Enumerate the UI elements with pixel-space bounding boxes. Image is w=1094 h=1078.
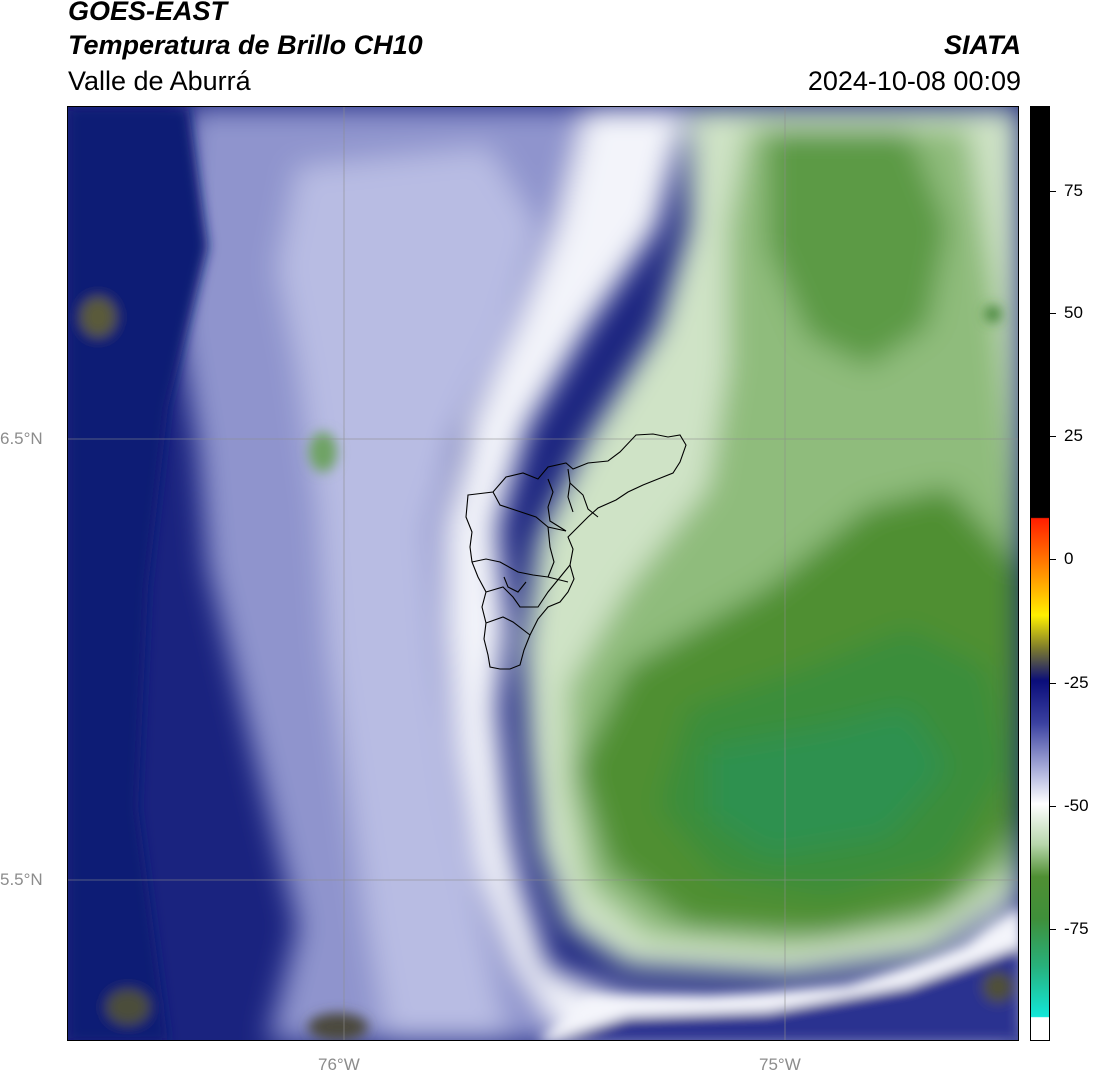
colorbar-tick	[1050, 191, 1056, 192]
map-panel[interactable]	[67, 106, 1019, 1041]
colorbar-tick	[1050, 559, 1056, 560]
lon-label-75w: 75°W	[759, 1055, 801, 1074]
title-region: Valle de Aburrá	[68, 66, 251, 96]
graticule	[68, 107, 1018, 1040]
lon-label-76w: 76°W	[318, 1055, 360, 1074]
colorbar-label-neg50: -50	[1064, 796, 1089, 815]
colorbar-tick	[1050, 806, 1056, 807]
colorbar-tick	[1050, 313, 1056, 314]
colorbar-tick	[1050, 929, 1056, 930]
colorbar-label-50: 50	[1064, 303, 1083, 322]
brightness-temperature-map	[68, 107, 1018, 1040]
colorbar-label-neg75: -75	[1064, 919, 1089, 938]
colorbar	[1030, 106, 1050, 1041]
colorbar-label-25: 25	[1064, 426, 1083, 445]
title-product: Temperatura de Brillo CH10	[68, 30, 423, 60]
colorbar-label-75: 75	[1064, 181, 1083, 200]
colorbar-tick	[1050, 436, 1056, 437]
lat-label-6-5: 6.5°N	[0, 429, 43, 448]
lat-label-5-5: 5.5°N	[0, 870, 43, 889]
title-satellite: GOES-EAST	[68, 0, 228, 26]
field-layers	[178, 107, 1018, 1040]
organization-label: SIATA	[944, 30, 1021, 60]
colorbar-label-neg25: -25	[1064, 673, 1089, 692]
municipal-boundaries	[465, 433, 687, 670]
timestamp-label: 2024-10-08 00:09	[807, 66, 1021, 96]
colorbar-tick	[1050, 683, 1056, 684]
colorbar-label-0: 0	[1064, 549, 1074, 568]
